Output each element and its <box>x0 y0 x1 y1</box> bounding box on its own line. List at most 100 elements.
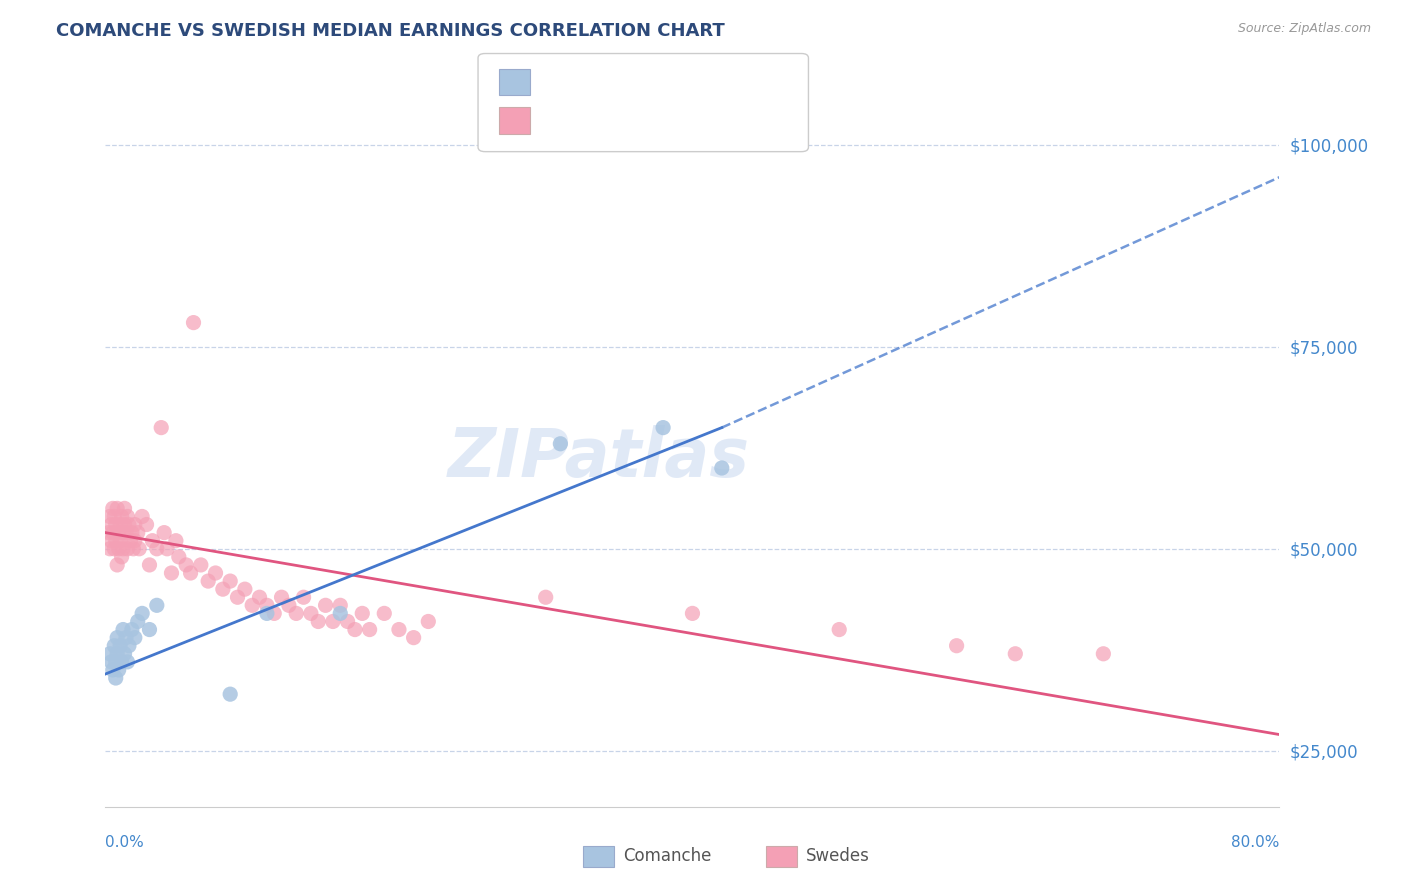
Point <box>121 623 143 637</box>
Point <box>292 591 315 605</box>
Point <box>117 655 139 669</box>
Point <box>174 558 197 572</box>
Point <box>124 533 146 548</box>
Point <box>226 591 249 605</box>
Point <box>107 663 129 677</box>
Text: COMANCHE VS SWEDISH MEDIAN EARNINGS CORRELATION CHART: COMANCHE VS SWEDISH MEDIAN EARNINGS CORR… <box>56 22 725 40</box>
Point <box>101 525 124 540</box>
Point <box>131 607 153 621</box>
Text: -0.464   N = 83: -0.464 N = 83 <box>581 112 731 129</box>
Point <box>118 639 141 653</box>
Point <box>1004 647 1026 661</box>
Point <box>121 525 143 540</box>
Point <box>100 655 122 669</box>
Point <box>101 501 124 516</box>
Point <box>103 541 125 556</box>
Text: Comanche: Comanche <box>623 847 711 865</box>
Point <box>117 509 139 524</box>
Point <box>146 541 169 556</box>
Point <box>204 566 226 580</box>
Point <box>108 517 131 532</box>
Point <box>127 615 149 629</box>
Point <box>110 655 132 669</box>
Point <box>108 639 131 653</box>
Point <box>110 509 132 524</box>
Point <box>329 599 352 613</box>
Point <box>107 525 129 540</box>
Point <box>112 623 135 637</box>
Point <box>682 607 704 621</box>
Point <box>105 558 128 572</box>
Point <box>114 517 136 532</box>
Point <box>98 509 121 524</box>
Point <box>263 607 285 621</box>
Point <box>233 582 256 597</box>
Point <box>1092 647 1115 661</box>
Point <box>402 631 425 645</box>
Point <box>299 607 322 621</box>
Text: Swedes: Swedes <box>806 847 869 865</box>
Point <box>108 533 131 548</box>
Point <box>373 607 395 621</box>
Point <box>138 558 160 572</box>
Point <box>135 517 157 532</box>
Point <box>107 541 129 556</box>
Point <box>534 591 557 605</box>
Point <box>112 525 135 540</box>
Point <box>828 623 851 637</box>
Point <box>101 663 124 677</box>
Point <box>343 623 366 637</box>
Point <box>249 591 271 605</box>
Point <box>146 599 169 613</box>
Point <box>97 525 120 540</box>
Text: 0.562   N = 28: 0.562 N = 28 <box>581 73 730 91</box>
Point <box>418 615 440 629</box>
Point <box>710 461 733 475</box>
Point <box>359 623 381 637</box>
Point <box>153 525 176 540</box>
Point <box>285 607 308 621</box>
Point <box>124 517 146 532</box>
Point <box>98 541 121 556</box>
Point <box>167 549 190 564</box>
Point <box>1150 808 1173 822</box>
Point <box>114 647 136 661</box>
Point <box>105 631 128 645</box>
Point <box>256 607 278 621</box>
Point <box>104 517 127 532</box>
Point <box>240 599 263 613</box>
Point <box>114 501 136 516</box>
Point <box>105 501 128 516</box>
Point <box>115 631 138 645</box>
Text: R =: R = <box>541 73 581 91</box>
Point <box>141 533 163 548</box>
Point <box>180 566 202 580</box>
Point <box>100 533 122 548</box>
Point <box>197 574 219 588</box>
Point <box>100 517 122 532</box>
Point <box>352 607 374 621</box>
Point <box>105 647 128 661</box>
Point <box>120 533 142 548</box>
Point <box>183 316 205 330</box>
Point <box>150 420 173 434</box>
Point <box>322 615 344 629</box>
Point <box>115 525 138 540</box>
Point <box>307 615 329 629</box>
Text: 80.0%: 80.0% <box>1232 836 1279 850</box>
Point <box>270 591 292 605</box>
Point <box>190 558 212 572</box>
Point <box>165 533 187 548</box>
Point <box>103 639 125 653</box>
Point <box>315 599 337 613</box>
Point <box>104 655 127 669</box>
Point <box>122 541 145 556</box>
Point <box>118 517 141 532</box>
Text: 0.0%: 0.0% <box>105 836 145 850</box>
Point <box>127 525 149 540</box>
Point <box>945 639 967 653</box>
Point <box>98 647 121 661</box>
Point <box>211 582 233 597</box>
Text: R =: R = <box>541 112 581 129</box>
Point <box>160 566 183 580</box>
